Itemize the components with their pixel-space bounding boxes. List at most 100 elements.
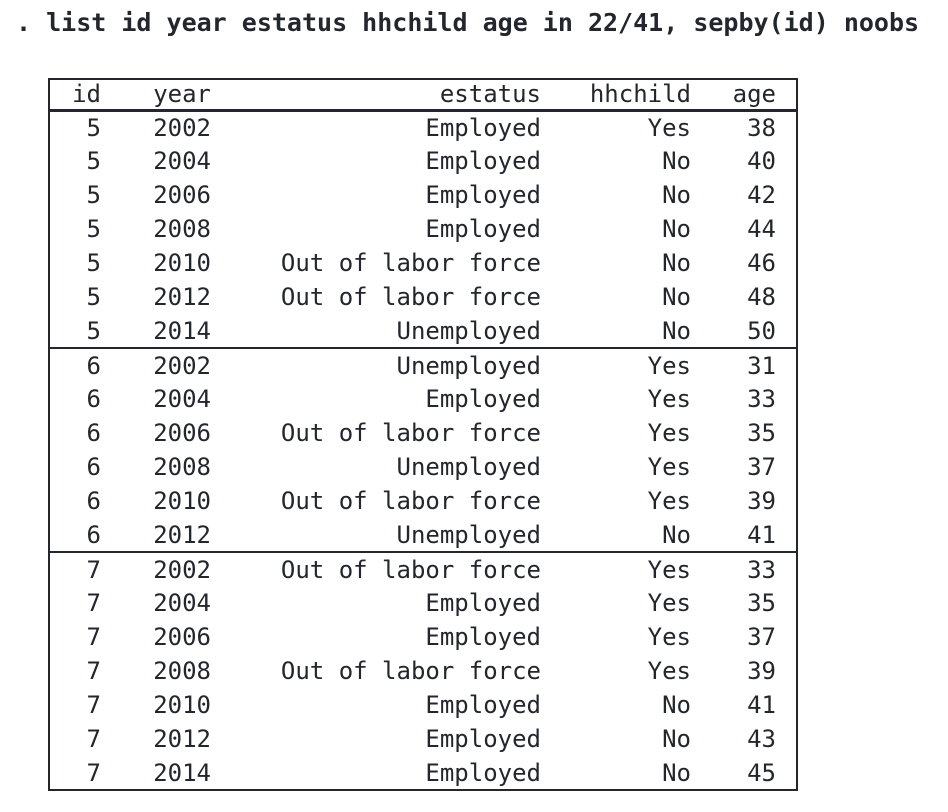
table-row: 5 2014 Unemployed No 50 <box>49 314 797 348</box>
cell-hhchild: No <box>662 691 691 719</box>
cell-age: 48 <box>747 283 776 311</box>
cell-year: 2008 <box>153 453 211 481</box>
cell-id: 7 <box>86 691 101 719</box>
cell-hhchild: Yes <box>647 623 691 651</box>
cell-hhchild: Yes <box>647 453 691 481</box>
stata-results-output: . list id year estatus hhchild age in 22… <box>0 8 948 812</box>
cell-age: 42 <box>747 181 776 209</box>
cell-year: 2008 <box>153 215 211 243</box>
table-row: 5 2010 Out of labor force No 46 <box>49 246 797 280</box>
header-row: id year estatus hhchild age <box>49 79 797 110</box>
cell-estatus: Out of labor force <box>280 419 541 447</box>
cell-hhchild: Yes <box>647 657 691 685</box>
cell-age: 38 <box>747 113 776 142</box>
cell-hhchild: Yes <box>647 113 691 142</box>
cell-age: 41 <box>747 520 776 549</box>
cell-year: 2002 <box>153 555 211 584</box>
cell-id: 7 <box>86 657 101 685</box>
id-group-7: 7 2002 Out of labor force Yes 33 7 2004 Employe… <box>49 552 797 790</box>
cell-year: 2010 <box>153 249 211 277</box>
table-row: 6 2004 Employed Yes 33 <box>49 382 797 416</box>
cell-id: 6 <box>86 419 101 447</box>
cell-age: 46 <box>747 249 776 277</box>
table-row: 7 2002 Out of labor force Yes 33 <box>49 552 797 586</box>
cell-estatus: Employed <box>425 589 541 617</box>
cell-id: 7 <box>86 589 101 617</box>
cell-age: 37 <box>747 623 776 651</box>
cell-hhchild: Yes <box>647 419 691 447</box>
table-row: 6 2008 Unemployed Yes 37 <box>49 450 797 484</box>
cell-estatus: Employed <box>425 691 541 719</box>
id-group-6: 6 2002 Unemployed Yes 31 6 2004 Employed Yes 33 6 2… <box>49 348 797 552</box>
cell-id: 5 <box>86 215 101 243</box>
cell-age: 31 <box>747 351 776 380</box>
cell-age: 43 <box>747 725 776 753</box>
cell-year: 2006 <box>153 419 211 447</box>
cell-estatus: Employed <box>425 623 541 651</box>
table-row: 6 2012 Unemployed No 41 <box>49 518 797 552</box>
table-row: 5 2002 Employed Yes 38 <box>49 110 797 144</box>
cell-hhchild: No <box>662 758 691 787</box>
cell-estatus: Employed <box>425 113 541 142</box>
id-group-5: 5 2002 Employed Yes 38 5 2004 Employed No 40 5 2006… <box>49 110 797 348</box>
cell-hhchild: Yes <box>647 555 691 584</box>
table-row: 7 2004 Employed Yes 35 <box>49 586 797 620</box>
table-row: 7 2014 Employed No 45 <box>49 756 797 790</box>
cell-id: 5 <box>86 181 101 209</box>
cell-estatus: Out of labor force <box>280 555 541 584</box>
table-row: 7 2006 Employed Yes 37 <box>49 620 797 654</box>
cell-age: 41 <box>747 691 776 719</box>
cell-hhchild: Yes <box>647 351 691 380</box>
cell-estatus: Unemployed <box>396 520 542 549</box>
cell-estatus: Out of labor force <box>280 487 541 515</box>
cell-year: 2004 <box>153 385 211 413</box>
cell-hhchild: Yes <box>647 487 691 515</box>
cell-estatus: Unemployed <box>396 351 542 380</box>
cell-hhchild: Yes <box>647 385 691 413</box>
cell-year: 2014 <box>153 758 211 787</box>
cell-year: 2014 <box>153 316 211 345</box>
cell-id: 5 <box>86 283 101 311</box>
listing-header: id year estatus hhchild age <box>49 79 797 110</box>
cell-id: 6 <box>86 453 101 481</box>
command-line: . list id year estatus hhchild age in 22… <box>16 8 920 37</box>
cell-age: 35 <box>747 419 776 447</box>
cell-year: 2008 <box>153 657 211 685</box>
cell-estatus: Employed <box>425 181 541 209</box>
cell-year: 2010 <box>153 691 211 719</box>
cell-age: 33 <box>747 385 776 413</box>
cell-age: 39 <box>747 487 776 515</box>
listing-table: id year estatus hhchild age 5 2002 Employed Yes… <box>48 78 798 791</box>
table-row: 7 2008 Out of labor force Yes 39 <box>49 654 797 688</box>
cell-year: 2012 <box>153 520 211 549</box>
cell-hhchild: No <box>662 283 691 311</box>
cell-hhchild: No <box>662 215 691 243</box>
cell-id: 6 <box>86 351 101 380</box>
cell-id: 7 <box>86 555 101 584</box>
cell-id: 6 <box>86 520 101 549</box>
cell-year: 2002 <box>153 351 211 380</box>
cell-age: 45 <box>747 758 776 787</box>
cell-estatus: Employed <box>425 758 541 787</box>
cell-estatus: Employed <box>425 147 541 175</box>
table-row: 5 2008 Employed No 44 <box>49 212 797 246</box>
cell-age: 39 <box>747 657 776 685</box>
column-header-year: year <box>153 80 211 109</box>
cell-estatus: Unemployed <box>396 453 542 481</box>
cell-age: 33 <box>747 555 776 584</box>
cell-year: 2012 <box>153 725 211 753</box>
cell-year: 2006 <box>153 623 211 651</box>
cell-year: 2002 <box>153 113 211 142</box>
cell-age: 44 <box>747 215 776 243</box>
column-header-id: id <box>72 80 101 109</box>
cell-hhchild: No <box>662 249 691 277</box>
cell-estatus: Out of labor force <box>280 249 541 277</box>
cell-id: 6 <box>86 385 101 413</box>
cell-hhchild: No <box>662 316 691 345</box>
cell-id: 7 <box>86 758 101 787</box>
cell-id: 5 <box>86 316 101 345</box>
cell-estatus: Employed <box>425 385 541 413</box>
cell-hhchild: No <box>662 181 691 209</box>
column-header-hhchild: hhchild <box>589 80 691 109</box>
cell-hhchild: Yes <box>647 589 691 617</box>
